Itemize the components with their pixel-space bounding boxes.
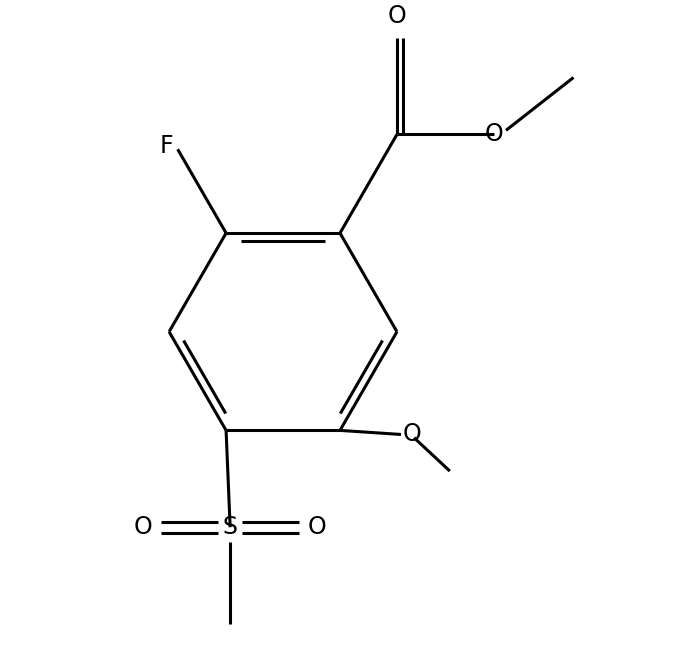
Text: S: S xyxy=(222,515,237,539)
Text: F: F xyxy=(159,134,173,158)
Text: O: O xyxy=(134,515,153,539)
Text: O: O xyxy=(388,4,407,28)
Text: O: O xyxy=(307,515,326,539)
Text: O: O xyxy=(403,422,422,446)
Text: O: O xyxy=(484,122,503,147)
